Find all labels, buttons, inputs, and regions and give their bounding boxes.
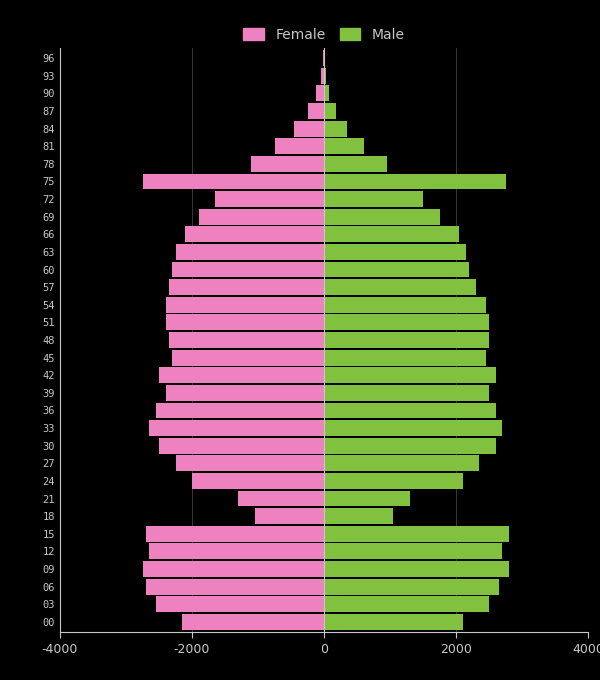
Bar (324, 173, 505, 190)
Bar (324, 508, 394, 524)
Bar (159, 438, 324, 454)
Bar (166, 385, 324, 401)
Bar (324, 86, 329, 101)
Bar (324, 438, 496, 454)
Bar (324, 297, 486, 313)
Bar (156, 596, 324, 612)
Bar (324, 262, 469, 277)
Bar (324, 156, 387, 172)
Bar (324, 332, 489, 348)
Bar (324, 191, 423, 207)
Bar (146, 526, 324, 542)
Bar (324, 579, 499, 594)
Bar (324, 614, 463, 630)
Bar (251, 156, 324, 172)
Bar (185, 226, 324, 242)
Bar (295, 121, 324, 137)
Bar (143, 561, 324, 577)
Bar (149, 543, 324, 559)
Bar (324, 490, 410, 507)
Bar (324, 68, 326, 84)
Bar (324, 561, 509, 577)
Legend: Female, Male: Female, Male (238, 22, 410, 48)
Bar (172, 262, 324, 277)
Bar (324, 403, 496, 418)
Bar (275, 138, 324, 154)
Bar (324, 350, 486, 366)
Bar (169, 279, 324, 295)
Bar (176, 456, 324, 471)
Bar (199, 209, 324, 224)
Bar (324, 50, 325, 66)
Bar (149, 420, 324, 436)
Bar (324, 279, 476, 295)
Bar (169, 332, 324, 348)
Bar (324, 244, 466, 260)
Bar (324, 385, 489, 401)
Bar (320, 68, 324, 84)
Bar (323, 50, 324, 66)
Bar (316, 86, 324, 101)
Bar (324, 121, 347, 137)
Bar (324, 367, 496, 383)
Bar (324, 456, 479, 471)
Bar (254, 508, 324, 524)
Bar (324, 526, 509, 542)
Bar (324, 209, 439, 224)
Bar (324, 543, 502, 559)
Bar (238, 490, 324, 507)
Bar (166, 297, 324, 313)
Bar (324, 103, 336, 119)
Bar (308, 103, 324, 119)
Bar (324, 420, 502, 436)
Bar (324, 314, 489, 330)
Bar (143, 173, 324, 190)
Bar (215, 191, 324, 207)
Bar (159, 367, 324, 383)
Bar (166, 314, 324, 330)
Bar (324, 473, 463, 489)
Bar (324, 138, 364, 154)
Bar (324, 596, 489, 612)
Bar (182, 614, 324, 630)
Bar (146, 579, 324, 594)
Bar (192, 473, 324, 489)
Bar (324, 226, 460, 242)
Bar (156, 403, 324, 418)
Bar (176, 244, 324, 260)
Bar (172, 350, 324, 366)
